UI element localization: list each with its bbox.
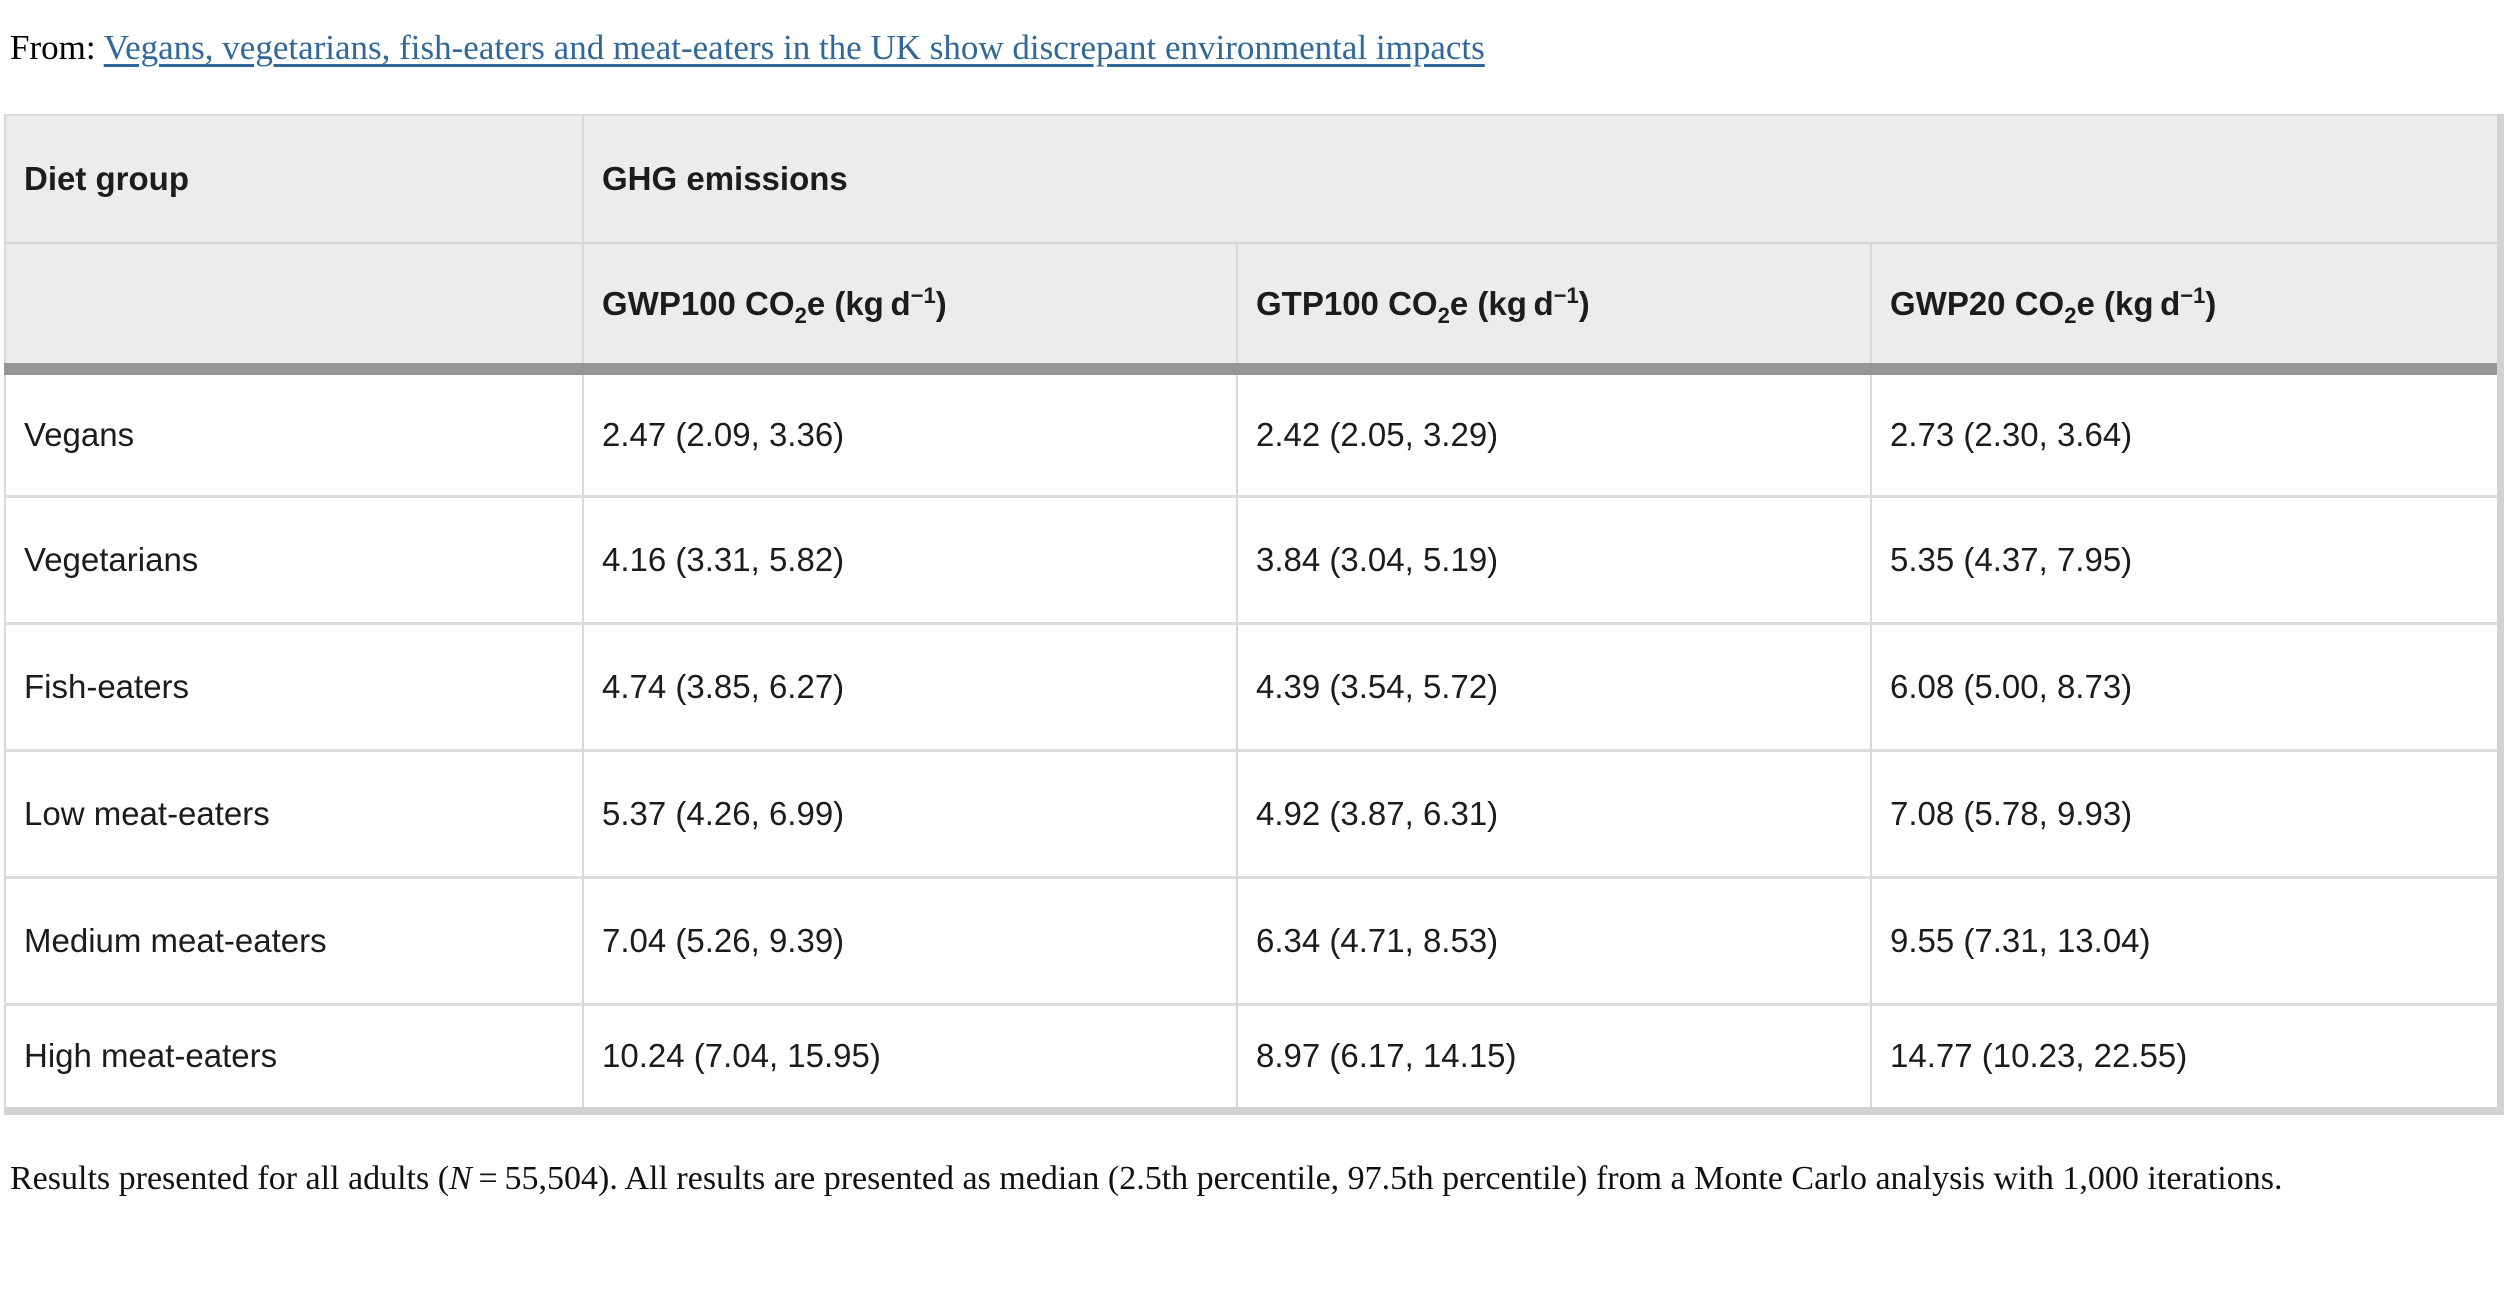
diet-group-cell: Vegans — [5, 369, 583, 496]
table-container: Diet group GHG emissions GWP100 CO2e (kg… — [4, 114, 2504, 1115]
table-row: Medium meat-eaters 7.04 (5.26, 9.39) 6.3… — [5, 875, 2497, 1004]
gwp20-cell: 2.73 (2.30, 3.64) — [1870, 369, 2497, 496]
source-line: From: Vegans, vegetarians, fish-eaters a… — [0, 0, 2508, 70]
gwp20-cell: 9.55 (7.31, 13.04) — [1870, 875, 2497, 1004]
column-header-text: e (kg d — [2076, 284, 2181, 322]
column-header-text: ) — [2205, 284, 2217, 322]
diet-group-cell: Low meat-eaters — [5, 748, 583, 877]
footnote-text: Results presented for all adults ( — [10, 1160, 450, 1197]
diet-group-cell: Vegetarians — [5, 494, 583, 623]
gtp100-cell: 2.42 (2.05, 3.29) — [1236, 369, 1871, 496]
column-header-gwp100: GWP100 CO2e (kg d−1) — [582, 243, 1237, 375]
table-row: Vegetarians 4.16 (3.31, 5.82) 3.84 (3.04… — [5, 494, 2497, 623]
superscript: −1 — [1553, 282, 1579, 308]
gwp100-cell: 10.24 (7.04, 15.95) — [582, 1002, 1237, 1107]
article-title-link[interactable]: Vegans, vegetarians, fish-eaters and mea… — [103, 28, 1485, 67]
column-header-text: ) — [1578, 284, 1590, 322]
subscript: 2 — [1437, 302, 1450, 328]
gwp20-cell: 14.77 (10.23, 22.55) — [1870, 1002, 2497, 1107]
gwp100-cell: 7.04 (5.26, 9.39) — [582, 875, 1237, 1004]
column-header-text: GTP100 CO — [1256, 284, 1438, 322]
column-header-text: ) — [935, 284, 947, 322]
source-label: From: — [10, 28, 96, 67]
table-body: Vegans 2.47 (2.09, 3.36) 2.42 (2.05, 3.2… — [5, 369, 2497, 1107]
gtp100-cell: 8.97 (6.17, 14.15) — [1236, 1002, 1871, 1107]
table-row: Fish-eaters 4.74 (3.85, 6.27) 4.39 (3.54… — [5, 621, 2497, 750]
gtp100-cell: 4.39 (3.54, 5.72) — [1236, 621, 1871, 750]
column-header-text: e (kg d — [1449, 284, 1554, 322]
superscript: −1 — [2180, 282, 2206, 308]
gtp100-cell: 4.92 (3.87, 6.31) — [1236, 748, 1871, 877]
subscript: 2 — [2064, 302, 2077, 328]
gtp100-cell: 3.84 (3.04, 5.19) — [1236, 494, 1871, 623]
gwp100-cell: 4.16 (3.31, 5.82) — [582, 494, 1237, 623]
table-row: Vegans 2.47 (2.09, 3.36) 2.42 (2.05, 3.2… — [5, 369, 2497, 496]
column-header-gtp100: GTP100 CO2e (kg d−1) — [1236, 243, 1871, 375]
table-header: Diet group GHG emissions GWP100 CO2e (kg… — [5, 115, 2497, 375]
empty-corner-cell — [5, 243, 583, 375]
gtp100-cell: 6.34 (4.71, 8.53) — [1236, 875, 1871, 1004]
column-header-text: e (kg d — [806, 284, 911, 322]
table-footnote: Results presented for all adults (N = 55… — [10, 1149, 2460, 1209]
diet-group-cell: Medium meat-eaters — [5, 875, 583, 1004]
subscript: 2 — [794, 302, 807, 328]
footnote-n-symbol: N — [449, 1160, 472, 1197]
gwp20-cell: 7.08 (5.78, 9.93) — [1870, 748, 2497, 877]
gwp100-cell: 2.47 (2.09, 3.36) — [582, 369, 1237, 496]
gwp20-cell: 5.35 (4.37, 7.95) — [1870, 494, 2497, 623]
gwp20-cell: 6.08 (5.00, 8.73) — [1870, 621, 2497, 750]
table-row: High meat-eaters 10.24 (7.04, 15.95) 8.9… — [5, 1002, 2497, 1107]
diet-group-column-header: Diet group — [5, 115, 583, 244]
column-header-text: GWP100 CO — [602, 284, 795, 322]
ghg-emissions-table: Diet group GHG emissions GWP100 CO2e (kg… — [4, 114, 2497, 1107]
gwp100-cell: 4.74 (3.85, 6.27) — [582, 621, 1237, 750]
ghg-emissions-group-header: GHG emissions — [582, 115, 2497, 244]
superscript: −1 — [910, 282, 936, 308]
table-row: Low meat-eaters 5.37 (4.26, 6.99) 4.92 (… — [5, 748, 2497, 877]
metric-header-row: GWP100 CO2e (kg d−1) GTP100 CO2e (kg d−1… — [5, 243, 2497, 375]
diet-group-cell: High meat-eaters — [5, 1002, 583, 1107]
diet-group-cell: Fish-eaters — [5, 621, 583, 750]
footnote-text: = 55,504). All results are presented as … — [471, 1160, 2283, 1197]
gwp100-cell: 5.37 (4.26, 6.99) — [582, 748, 1237, 877]
column-header-text: GWP20 CO — [1890, 284, 2065, 322]
column-header-gwp20: GWP20 CO2e (kg d−1) — [1870, 243, 2497, 375]
group-header-row: Diet group GHG emissions — [5, 115, 2497, 244]
